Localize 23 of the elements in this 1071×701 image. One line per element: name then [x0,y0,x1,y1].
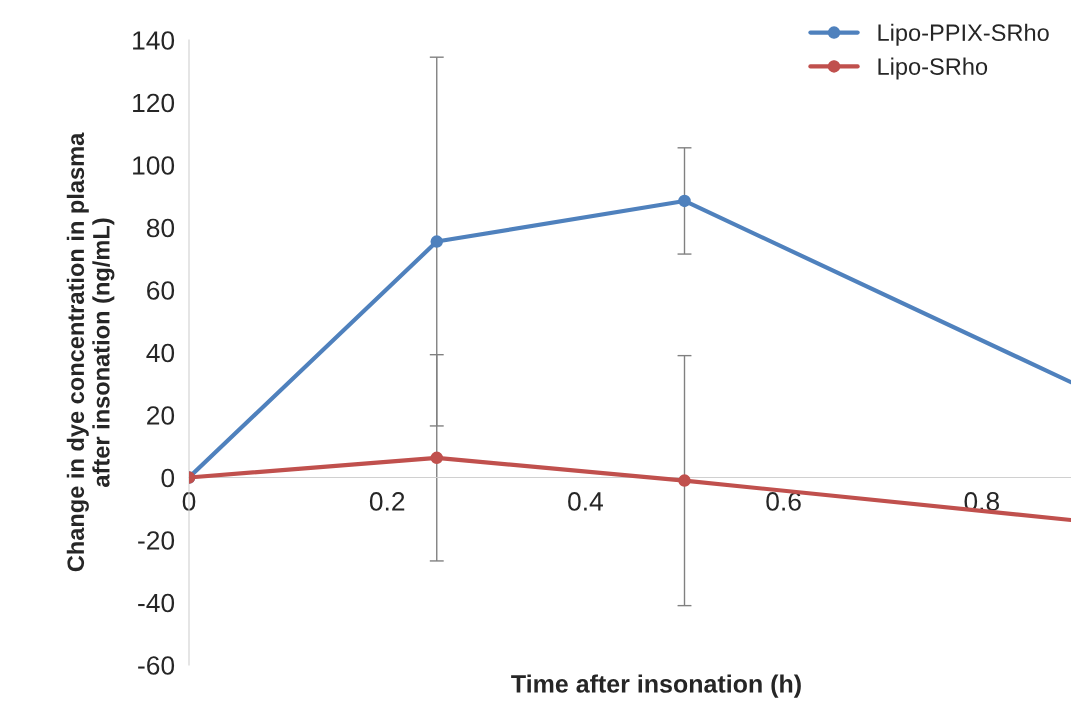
y-tick-label: 20 [147,406,175,425]
x-tick-label: 0.4 [568,492,603,511]
y-tick-label: -20 [138,531,175,550]
y-tick-label: 0 [161,468,175,488]
x-tick-label: 0.2 [369,492,405,511]
x-axis-title: Time after insonation (h) [511,674,801,698]
legend-label: Lipo-SRho [878,57,988,80]
y-tick-label: 80 [146,218,175,238]
point [678,474,691,487]
y-tick-label: 60 [147,281,175,300]
x-tick-label: 0.6 [766,492,801,511]
y-tick-label: -60 [138,656,175,675]
y-tick-label: 140 [133,31,175,50]
point [430,235,444,248]
y-tick-label: 40 [146,343,175,363]
y-tick-label: 100 [133,156,175,175]
point [678,194,691,208]
point [430,451,444,465]
y-axis-title: Change in dye concentration in plasma after insonation (ng/mL) [66,132,115,572]
y-tick-label: -40 [138,593,175,613]
y-tick-label: 120 [133,93,175,113]
x-tick-label: 0 [182,492,196,511]
legend-label: Lipo-PPIX-SRho [878,23,1049,46]
